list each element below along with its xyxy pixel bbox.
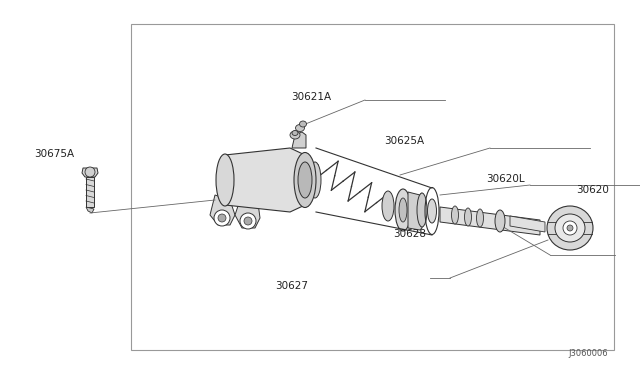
Ellipse shape [563, 221, 577, 235]
Ellipse shape [296, 125, 305, 131]
Polygon shape [510, 216, 545, 232]
Polygon shape [82, 168, 98, 177]
Polygon shape [292, 132, 306, 148]
Ellipse shape [399, 198, 407, 222]
Text: 30621A: 30621A [291, 92, 332, 102]
Ellipse shape [451, 206, 458, 224]
Ellipse shape [85, 167, 95, 177]
Ellipse shape [240, 213, 256, 229]
Bar [86, 177, 94, 207]
Ellipse shape [300, 121, 307, 127]
Polygon shape [408, 192, 422, 230]
Text: 30675A: 30675A [35, 150, 74, 159]
Text: 30628: 30628 [394, 230, 427, 239]
Ellipse shape [244, 217, 252, 225]
Ellipse shape [547, 206, 593, 250]
Polygon shape [86, 207, 94, 213]
Text: 30620L: 30620L [486, 174, 525, 183]
Polygon shape [235, 200, 260, 228]
Polygon shape [210, 195, 235, 225]
Ellipse shape [298, 162, 312, 198]
Text: 30625A: 30625A [384, 137, 424, 146]
Ellipse shape [292, 131, 298, 135]
Ellipse shape [428, 199, 436, 223]
Ellipse shape [477, 209, 483, 227]
Ellipse shape [290, 131, 300, 139]
Ellipse shape [465, 208, 472, 226]
Bar [131, 24, 614, 350]
Ellipse shape [214, 210, 230, 226]
Polygon shape [440, 207, 540, 235]
Ellipse shape [309, 162, 321, 198]
Ellipse shape [495, 210, 505, 232]
Text: 30620: 30620 [576, 185, 609, 195]
Ellipse shape [216, 154, 234, 206]
Text: 30627: 30627 [275, 282, 308, 291]
Ellipse shape [567, 225, 573, 231]
Ellipse shape [395, 189, 411, 231]
Ellipse shape [218, 214, 226, 222]
Ellipse shape [555, 214, 585, 242]
Ellipse shape [294, 153, 316, 208]
Text: J3060006: J3060006 [568, 349, 608, 358]
Ellipse shape [382, 191, 394, 221]
Polygon shape [225, 148, 305, 212]
Ellipse shape [417, 193, 427, 227]
